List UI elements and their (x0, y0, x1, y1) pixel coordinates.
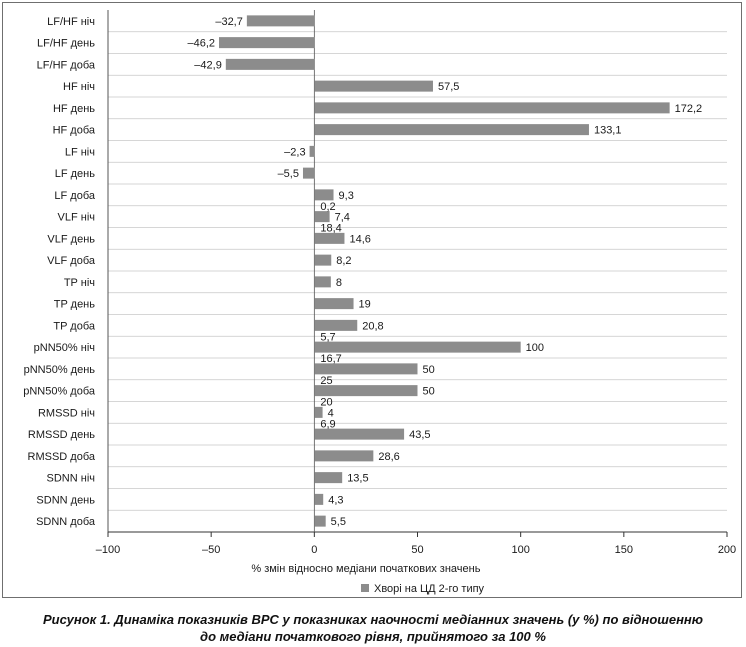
category-label: VLF день (47, 233, 95, 245)
data-label: 8 (336, 277, 342, 289)
bar (314, 493, 324, 505)
bar (314, 189, 334, 201)
figure-caption: Рисунок 1. Динаміка показників ВРС у пок… (0, 611, 746, 645)
data-label: 28,6 (378, 451, 399, 463)
data-label: 172,2 (675, 103, 703, 115)
bar (314, 363, 418, 375)
category-label: LF/HF доба (37, 59, 96, 71)
chart-frame (2, 2, 742, 598)
data-label: 20,8 (362, 320, 383, 332)
data-label: 4 (328, 407, 334, 419)
x-tick-label: –50 (202, 544, 220, 556)
category-label: HF день (53, 103, 95, 115)
data-label: 19 (359, 299, 371, 311)
bar (314, 298, 354, 310)
bar (309, 145, 315, 157)
secondary-data-label: 20 (320, 397, 332, 409)
data-label: 13,5 (347, 473, 368, 485)
x-tick-label: 50 (411, 544, 423, 556)
category-label: LF/HF день (37, 38, 95, 50)
bar-chart: LF/HF ніч –32,7 LF/HF день –46,2 LF/HF доба –… (23, 10, 736, 595)
category-label: LF день (55, 168, 96, 180)
bar (314, 211, 330, 223)
category-label: pNN50% доба (23, 386, 96, 398)
category-label: TP ніч (64, 277, 95, 289)
bar (225, 58, 315, 70)
data-label: 5,5 (331, 516, 346, 528)
bar (314, 124, 589, 136)
bar (314, 341, 521, 353)
x-tick-label: 200 (718, 544, 736, 556)
secondary-data-label: 25 (320, 375, 332, 387)
category-label: SDNN день (36, 494, 95, 506)
legend-label: Хворі на ЦД 2-го типу (374, 583, 485, 595)
data-label: 133,1 (594, 125, 622, 137)
category-label: pNN50% день (24, 364, 96, 376)
secondary-data-label: 5,7 (320, 331, 335, 343)
bar (314, 254, 332, 266)
bar (314, 80, 433, 92)
category-label: VLF доба (47, 255, 96, 267)
category-label: LF ніч (65, 146, 95, 158)
data-label: 9,3 (339, 190, 354, 202)
x-tick-label: –100 (96, 544, 120, 556)
data-label: 57,5 (438, 81, 459, 93)
bar (314, 450, 374, 462)
bar (314, 515, 326, 527)
bar (314, 428, 405, 440)
data-label: 14,6 (349, 233, 370, 245)
data-label: 43,5 (409, 429, 430, 441)
bar (314, 102, 670, 114)
category-label: VLF ніч (58, 212, 95, 224)
category-label: TP доба (53, 320, 95, 332)
category-label: RMSSD доба (28, 451, 96, 463)
bar (314, 319, 358, 331)
x-tick-label: 0 (311, 544, 317, 556)
bar (314, 385, 418, 397)
bar (219, 37, 315, 49)
x-tick-label: 150 (615, 544, 633, 556)
data-label: –5,5 (278, 168, 299, 180)
data-label: –46,2 (187, 38, 215, 50)
category-label: LF доба (54, 190, 95, 202)
data-label: 4,3 (328, 494, 343, 506)
data-label: 8,2 (336, 255, 351, 267)
caption-line-1: Рисунок 1. Динаміка показників ВРС у пок… (42, 612, 704, 627)
category-label: pNN50% ніч (34, 342, 95, 354)
bar (314, 472, 343, 484)
data-label: 50 (423, 364, 435, 376)
secondary-data-label: 16,7 (320, 353, 341, 365)
category-label: RMSSD день (28, 429, 95, 441)
data-label: –2,3 (284, 146, 305, 158)
secondary-data-label: 6,9 (320, 418, 335, 430)
secondary-data-label: 18,4 (320, 223, 341, 235)
bar (314, 232, 345, 244)
legend-swatch (361, 584, 369, 592)
bar (314, 406, 323, 418)
category-label: SDNN ніч (47, 473, 95, 485)
x-tick-label: 100 (511, 544, 529, 556)
data-label: 100 (526, 342, 544, 354)
data-label: –32,7 (215, 16, 243, 28)
data-label: –42,9 (194, 59, 222, 71)
secondary-data-label: 0,2 (320, 201, 335, 213)
category-label: HF доба (53, 125, 96, 137)
data-label: 50 (423, 386, 435, 398)
category-label: LF/HF ніч (47, 16, 95, 28)
caption-line-2: до медіани початкового рівня, прийнятого… (200, 629, 546, 644)
category-label: HF ніч (63, 81, 95, 93)
bar (314, 276, 331, 288)
category-label: TP день (54, 299, 96, 311)
x-axis-title: % змін відносно медіани початкових значе… (251, 563, 480, 575)
category-label: RMSSD ніч (38, 407, 95, 419)
data-label: 7,4 (335, 212, 350, 224)
bar (246, 15, 315, 27)
bar (302, 167, 315, 179)
category-label: SDNN доба (36, 516, 96, 528)
